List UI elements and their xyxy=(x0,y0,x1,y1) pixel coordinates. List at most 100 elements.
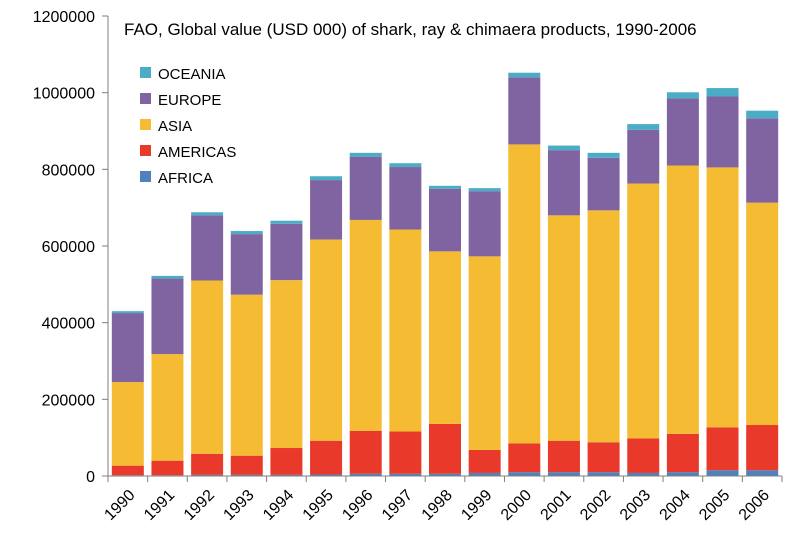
bar-segment-asia-1997 xyxy=(389,229,422,432)
x-tick-label: 1997 xyxy=(379,487,416,524)
bar-segment-europe-1991 xyxy=(151,278,184,355)
bar-segment-americas-1997 xyxy=(389,431,422,474)
bar-segment-oceania-1990 xyxy=(111,311,144,314)
bar-segment-oceania-1994 xyxy=(270,220,303,224)
bar-segment-africa-1999 xyxy=(468,472,501,476)
legend-label-asia: ASIA xyxy=(158,118,192,135)
bar-segment-asia-2006 xyxy=(746,202,779,426)
y-tick-label: 400000 xyxy=(42,316,95,333)
x-tick-label: 2002 xyxy=(577,487,614,524)
bar-segment-asia-2004 xyxy=(666,165,699,434)
bar-segment-africa-1996 xyxy=(349,473,382,476)
bar-segment-oceania-2004 xyxy=(666,92,699,99)
x-tick-label: 1991 xyxy=(141,487,178,524)
x-tick-label: 2004 xyxy=(657,487,694,524)
bar-segment-americas-1991 xyxy=(151,460,184,476)
y-tick-label: 1200000 xyxy=(33,9,95,26)
legend: OCEANIA EUROPE ASIA AMERICAS AFRICA xyxy=(140,66,236,187)
bar-segment-oceania-1992 xyxy=(191,212,224,216)
bar-segment-oceania-2006 xyxy=(746,110,779,119)
bar-segment-americas-2004 xyxy=(666,433,699,473)
legend-swatch-asia xyxy=(140,119,151,130)
bar-segment-asia-2001 xyxy=(547,215,580,441)
bar-segment-europe-2006 xyxy=(746,118,779,203)
bar-segment-oceania-2005 xyxy=(706,88,739,97)
legend-swatch-europe xyxy=(140,93,151,104)
bar-segment-africa-1997 xyxy=(389,473,422,476)
bar-segment-europe-1999 xyxy=(468,191,501,257)
bar-segment-americas-1999 xyxy=(468,449,501,473)
bar-segment-americas-1990 xyxy=(111,465,144,476)
bar-segment-asia-1992 xyxy=(191,280,224,454)
y-tick-label: 600000 xyxy=(42,239,95,256)
bar-segment-asia-1994 xyxy=(270,280,303,449)
bar-segment-africa-2003 xyxy=(627,472,660,476)
bar-segment-europe-1998 xyxy=(429,188,461,252)
bar-segment-asia-1999 xyxy=(468,256,501,450)
bar-segment-oceania-2001 xyxy=(547,145,580,151)
bar-segment-oceania-1999 xyxy=(468,188,501,192)
x-tick-label: 2001 xyxy=(538,487,575,524)
x-tick-label: 1995 xyxy=(300,487,337,524)
bar-segment-europe-2003 xyxy=(627,129,660,184)
bar-segment-europe-2005 xyxy=(706,96,739,168)
bar-segment-europe-1994 xyxy=(270,223,303,281)
bar-segment-asia-2005 xyxy=(706,167,739,428)
bar-segment-americas-2001 xyxy=(547,440,580,473)
x-tick-label: 1992 xyxy=(181,487,218,524)
bars-layer xyxy=(111,72,779,476)
y-tick-label: 800000 xyxy=(42,162,95,179)
bar-segment-americas-1996 xyxy=(349,430,382,474)
bar-segment-oceania-1997 xyxy=(389,163,422,168)
bar-segment-asia-1993 xyxy=(230,294,263,456)
bar-segment-africa-1992 xyxy=(191,474,224,476)
bar-segment-africa-2005 xyxy=(706,470,739,476)
x-tick-label: 2000 xyxy=(498,487,535,524)
legend-label-africa: AFRICA xyxy=(158,170,213,187)
bar-segment-oceania-1996 xyxy=(349,152,382,157)
bar-segment-oceania-2002 xyxy=(587,152,620,158)
bar-segment-europe-1995 xyxy=(310,180,343,240)
bar-segment-africa-2004 xyxy=(666,472,699,476)
bar-segment-africa-1995 xyxy=(310,474,343,476)
y-tick-label: 0 xyxy=(86,469,95,486)
legend-label-oceania: OCEANIA xyxy=(158,66,226,83)
y-axis: 0 200000 400000 600000 800000 1000000 1200000 xyxy=(33,9,109,486)
bar-segment-asia-1995 xyxy=(310,239,343,441)
bar-segment-asia-1998 xyxy=(429,251,461,424)
x-tick-label: 1993 xyxy=(220,487,257,524)
legend-swatch-americas xyxy=(140,145,151,156)
bar-segment-americas-1993 xyxy=(230,455,263,475)
bar-segment-americas-1992 xyxy=(191,453,224,475)
bar-segment-europe-2002 xyxy=(587,157,620,211)
bar-segment-africa-1994 xyxy=(270,474,303,476)
y-tick-label: 200000 xyxy=(42,392,95,409)
bar-segment-americas-2000 xyxy=(508,443,541,473)
legend-label-americas: AMERICAS xyxy=(158,144,236,161)
bar-segment-europe-1997 xyxy=(389,167,422,230)
y-tick-label: 1000000 xyxy=(33,86,95,103)
bar-segment-europe-1996 xyxy=(349,156,382,220)
bar-segment-europe-1992 xyxy=(191,215,224,281)
bar-segment-oceania-2000 xyxy=(508,72,541,78)
bar-segment-asia-1991 xyxy=(151,354,184,461)
bar-segment-europe-2001 xyxy=(547,150,580,216)
x-tick-label: 1990 xyxy=(101,487,138,524)
bar-segment-asia-2000 xyxy=(508,144,541,444)
bar-segment-oceania-1993 xyxy=(230,231,263,235)
bar-segment-americas-2006 xyxy=(746,425,779,471)
bar-segment-americas-1998 xyxy=(429,423,461,474)
x-tick-label: 2005 xyxy=(696,487,733,524)
bar-segment-oceania-1998 xyxy=(429,185,461,189)
bar-segment-africa-2002 xyxy=(587,472,620,476)
bar-segment-asia-2002 xyxy=(587,210,620,443)
bar-segment-oceania-1995 xyxy=(310,176,343,181)
x-tick-label: 2006 xyxy=(736,487,773,524)
bar-segment-americas-1994 xyxy=(270,448,303,475)
x-tick-label: 1996 xyxy=(339,487,376,524)
legend-swatch-oceania xyxy=(140,67,151,78)
bar-segment-oceania-2003 xyxy=(627,124,660,130)
bar-segment-europe-2004 xyxy=(666,98,699,166)
x-tick-label: 1994 xyxy=(260,487,297,524)
